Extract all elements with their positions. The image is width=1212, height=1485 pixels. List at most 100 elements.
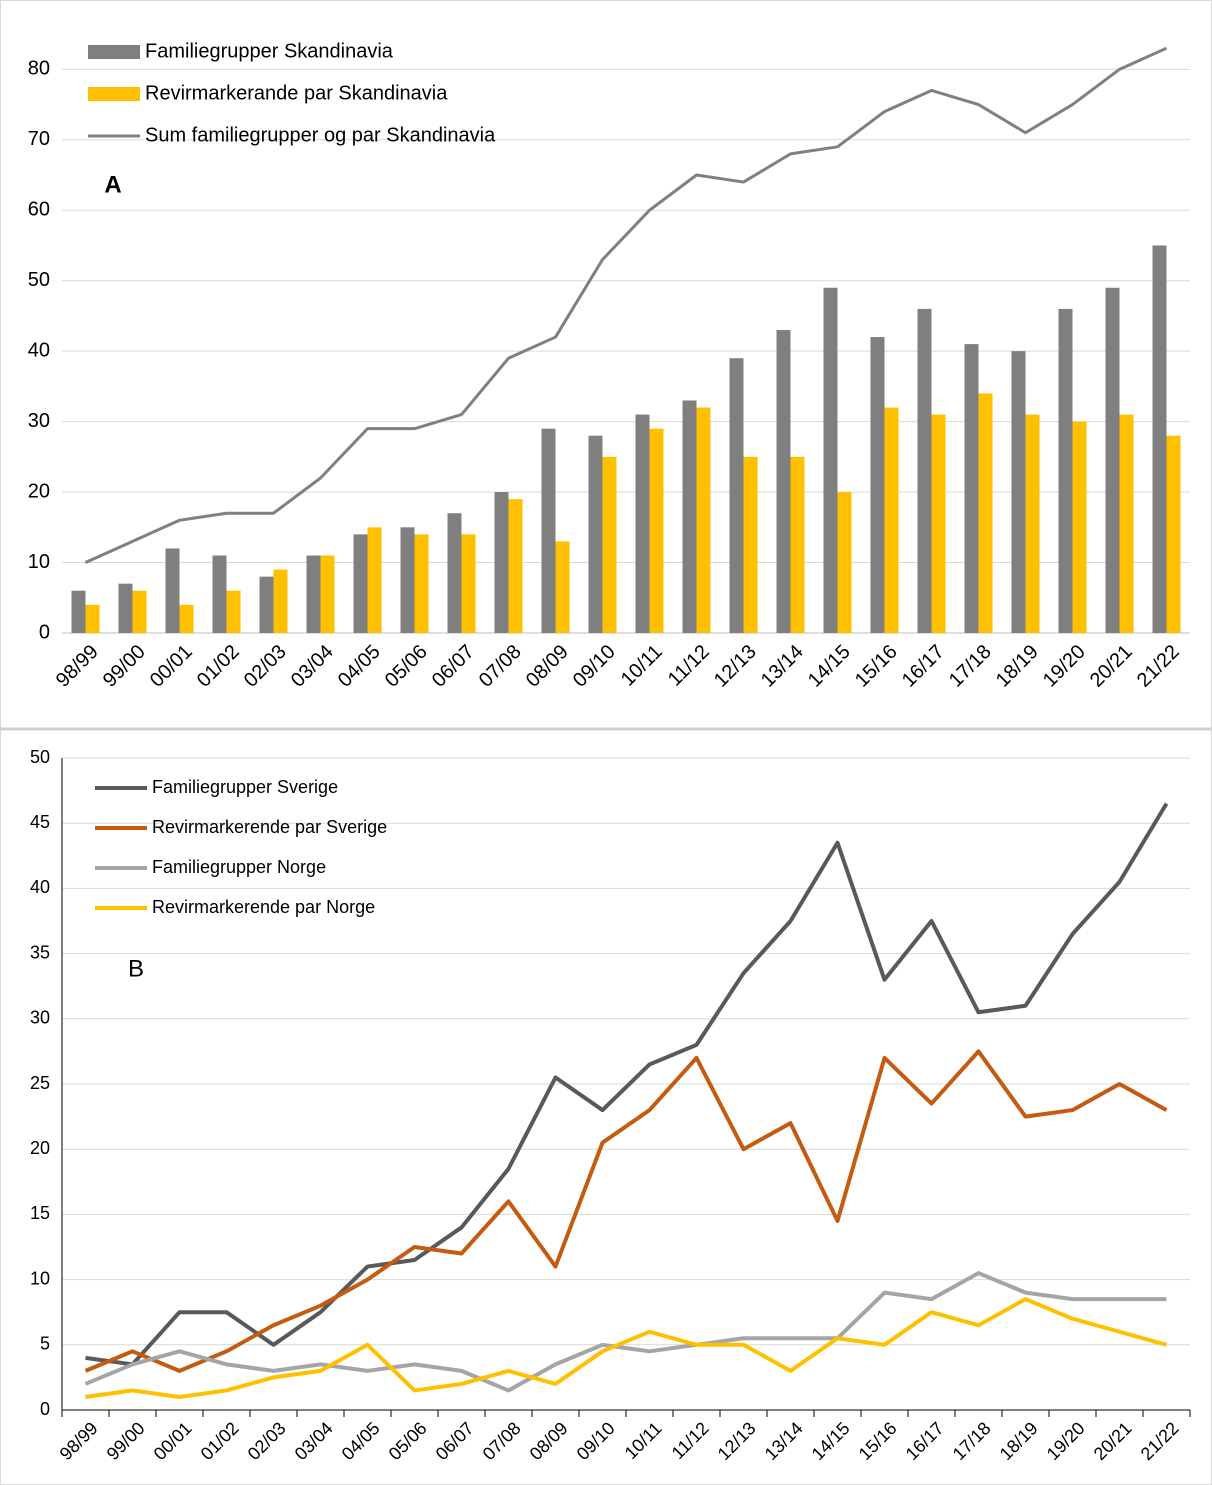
x-tick-label: 05/06 (381, 641, 432, 692)
bar (555, 541, 570, 633)
x-tick-label: 99/00 (99, 641, 150, 692)
x-tick-label: 06/07 (432, 1418, 478, 1464)
line (85, 802, 1169, 1367)
x-tick-label: 03/04 (291, 1418, 337, 1464)
x-tick-label: 12/13 (710, 641, 761, 692)
bar (682, 400, 697, 633)
x-tick-label: 10/11 (621, 1418, 666, 1463)
x-tick-label: 13/14 (761, 1418, 807, 1464)
x-tick-label: 21/22 (1137, 1418, 1183, 1464)
bar (165, 548, 180, 633)
bar (884, 407, 899, 633)
bar (1166, 435, 1181, 633)
x-tick-label: 20/21 (1086, 641, 1137, 692)
x-tick-label: 10/11 (617, 641, 667, 691)
x-tick-label: 17/18 (945, 641, 996, 692)
x-tick-label: 19/20 (1043, 1418, 1089, 1464)
bar (85, 604, 100, 633)
legend-swatch (88, 45, 140, 59)
y-tick-label: 30 (30, 1008, 50, 1028)
y-tick-label: 20 (30, 1138, 50, 1158)
y-tick-label: 0 (40, 1399, 50, 1419)
bar (226, 590, 241, 633)
bar (1152, 245, 1167, 634)
x-tick-label: 00/01 (150, 1418, 196, 1464)
x-tick-label: 17/18 (949, 1418, 995, 1464)
y-tick-label: 40 (30, 877, 50, 897)
bar (508, 499, 523, 633)
bar (1105, 287, 1120, 633)
legend-label: Revirmarkerande par Skandinavia (145, 82, 448, 104)
x-tick-label: 14/15 (808, 1418, 854, 1464)
line (84, 1049, 1168, 1373)
bar (588, 435, 603, 633)
x-tick-label: 16/17 (902, 1418, 948, 1464)
bar (179, 604, 194, 633)
x-tick-label: 07/08 (479, 1418, 525, 1464)
x-tick-label: 99/00 (103, 1418, 149, 1464)
y-tick-label: 40 (28, 339, 50, 361)
x-tick-label: 12/13 (714, 1418, 760, 1464)
legend-label: Familiegrupper Sverige (152, 777, 338, 797)
bar (400, 527, 415, 633)
bar (118, 583, 133, 633)
bar (602, 456, 617, 633)
y-tick-label: 10 (28, 551, 50, 573)
bar (635, 414, 650, 633)
bar (541, 428, 556, 633)
y-tick-label: 25 (30, 1073, 50, 1093)
x-tick-label: 16/17 (898, 641, 949, 692)
x-tick-label: 01/02 (193, 641, 244, 692)
line (84, 46, 1168, 564)
y-tick-label: 15 (30, 1203, 50, 1223)
bar (71, 590, 86, 633)
x-tick-label: 13/14 (757, 641, 808, 692)
annotation: A (104, 171, 121, 198)
x-tick-label: 15/16 (851, 641, 902, 692)
x-tick-label: 18/19 (996, 1418, 1042, 1464)
y-tick-label: 80 (28, 58, 50, 80)
x-tick-label: 04/05 (338, 1418, 384, 1464)
bar (212, 555, 227, 633)
x-tick-label: 20/21 (1090, 1418, 1136, 1464)
line (84, 1271, 1167, 1393)
x-tick-label: 01/02 (197, 1418, 243, 1464)
bar (743, 456, 758, 633)
bar (1072, 421, 1087, 633)
x-tick-label: 11/12 (664, 641, 714, 691)
x-tick-label: 09/10 (569, 641, 620, 692)
x-tick-label: 06/07 (428, 641, 479, 692)
x-tick-label: 11/12 (668, 1418, 713, 1463)
bar (259, 576, 274, 633)
y-tick-label: 35 (30, 942, 50, 962)
annotation: B (128, 955, 144, 982)
bar (917, 308, 932, 633)
x-tick-label: 04/05 (334, 641, 385, 692)
x-tick-label: 05/06 (385, 1418, 431, 1464)
bar (729, 358, 744, 633)
bar (1119, 414, 1134, 633)
bar (494, 492, 509, 633)
x-tick-label: 07/08 (475, 641, 526, 692)
x-tick-label: 08/09 (522, 641, 573, 692)
bar (978, 393, 993, 633)
legend-label: Sum familiegrupper og par Skandinavia (145, 124, 496, 146)
x-tick-label: 18/19 (992, 641, 1043, 692)
y-tick-label: 30 (28, 410, 50, 432)
bar (823, 287, 838, 633)
legend-label: Revirmarkerende par Norge (152, 897, 375, 917)
bar (306, 555, 321, 633)
x-tick-label: 08/09 (526, 1418, 572, 1464)
bar (414, 534, 429, 633)
y-tick-label: 70 (28, 128, 50, 150)
x-tick-label: 21/22 (1133, 641, 1184, 692)
bar (353, 534, 368, 633)
y-tick-label: 5 (40, 1334, 50, 1354)
y-tick-label: 50 (28, 269, 50, 291)
x-tick-label: 15/16 (855, 1418, 901, 1464)
bar (776, 330, 791, 633)
x-tick-label: 98/99 (56, 1418, 102, 1464)
bar (837, 492, 852, 633)
